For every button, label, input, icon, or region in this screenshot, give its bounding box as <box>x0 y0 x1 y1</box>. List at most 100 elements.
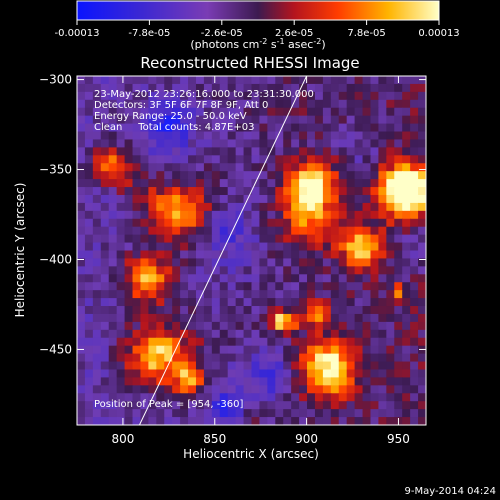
heatmap-cell <box>77 282 86 291</box>
heatmap-cell <box>307 290 316 299</box>
heatmap-cell <box>314 313 324 323</box>
heatmap-cell <box>362 345 372 355</box>
annotation-peak: Position of Peak = [954, -360] <box>94 399 243 410</box>
heatmap-cell <box>410 353 419 363</box>
heatmap-cell <box>378 210 387 220</box>
heatmap-cell <box>172 266 181 275</box>
heatmap-cell <box>378 99 387 109</box>
heatmap-cell <box>164 417 173 425</box>
heatmap-cell <box>211 139 221 148</box>
heatmap-cell <box>132 187 142 196</box>
heatmap-cell <box>370 83 380 93</box>
heatmap-cell <box>219 393 229 402</box>
heatmap-cell <box>132 250 142 260</box>
heatmap-cell <box>378 123 387 133</box>
heatmap-cell <box>251 187 261 196</box>
heatmap-cell <box>124 393 134 402</box>
heatmap-cell <box>235 401 245 410</box>
heatmap-cell <box>314 76 324 85</box>
heatmap-cell <box>148 187 157 196</box>
heatmap-cell <box>299 131 308 141</box>
heatmap-cell <box>283 131 292 141</box>
heatmap-cell <box>267 369 276 379</box>
heatmap-cell <box>291 76 300 85</box>
heatmap-cell <box>402 306 411 315</box>
heatmap-cell <box>418 409 426 418</box>
heatmap-cell <box>227 234 237 244</box>
heatmap-cell <box>140 361 149 371</box>
heatmap-cell <box>148 298 157 307</box>
heatmap-cell <box>267 163 276 172</box>
heatmap-cell <box>346 83 356 93</box>
heatmap-cell <box>235 361 245 371</box>
heatmap-cell <box>100 91 110 101</box>
heatmap-cell <box>180 218 189 228</box>
heatmap-cell <box>188 266 197 275</box>
heatmap-cell <box>354 123 364 133</box>
heatmap-cell <box>259 298 268 307</box>
heatmap-cell <box>235 290 245 299</box>
heatmap-cell <box>330 290 340 299</box>
heatmap-cell <box>362 171 372 180</box>
heatmap-cell <box>322 226 332 236</box>
heatmap-cell <box>330 274 340 283</box>
heatmap-cell <box>219 282 229 291</box>
heatmap-cell <box>394 321 403 331</box>
heatmap-cell <box>291 147 300 156</box>
heatmap-cell <box>180 250 189 260</box>
heatmap-cell <box>132 306 142 315</box>
heatmap-cell <box>132 345 142 355</box>
heatmap-cell <box>418 369 426 379</box>
heatmap-cell <box>116 377 126 386</box>
heatmap-cell <box>203 226 213 236</box>
y-tick-label: −300 <box>39 73 72 87</box>
heatmap-cell <box>84 139 94 148</box>
heatmap-cell <box>338 91 348 101</box>
heatmap-cell <box>267 91 276 101</box>
heatmap-cell <box>291 329 300 339</box>
heatmap-cell <box>394 409 403 418</box>
heatmap-cell <box>299 258 308 267</box>
heatmap-cell <box>259 163 268 172</box>
heatmap-cell <box>267 107 276 117</box>
heatmap-cell <box>100 234 110 244</box>
heatmap-cell <box>195 202 205 212</box>
heatmap-cell <box>132 409 142 418</box>
heatmap-cell <box>188 226 197 236</box>
heatmap-cell <box>394 234 403 244</box>
heatmap-cell <box>251 242 261 252</box>
heatmap-cell <box>338 313 348 323</box>
heatmap-cell <box>307 282 316 291</box>
heatmap-cell <box>203 123 213 133</box>
heatmap-cell <box>378 393 387 402</box>
heatmap-cell <box>116 226 126 236</box>
heatmap-cell <box>180 377 189 386</box>
heatmap-cell <box>84 131 94 141</box>
heatmap-cell <box>243 131 253 141</box>
heatmap-cell <box>362 393 372 402</box>
heatmap-cell <box>243 91 253 101</box>
heatmap-cell <box>164 377 173 386</box>
heatmap-cell <box>140 202 149 212</box>
heatmap-cell <box>275 115 284 125</box>
heatmap-cell <box>410 123 419 133</box>
heatmap-cell <box>386 369 395 379</box>
heatmap-cell <box>148 99 157 109</box>
heatmap-cell <box>100 306 110 315</box>
heatmap-cell <box>307 115 316 125</box>
heatmap-cell <box>386 321 395 331</box>
heatmap-cell <box>338 274 348 283</box>
heatmap-cell <box>211 202 221 212</box>
heatmap-cell <box>386 155 395 164</box>
heatmap-cell <box>386 131 395 141</box>
heatmap-cell <box>386 313 395 323</box>
heatmap-cell <box>227 409 237 418</box>
heatmap-cell <box>116 76 126 85</box>
heatmap-cell <box>378 306 387 315</box>
heatmap-cell <box>180 234 189 244</box>
heatmap-cell <box>140 290 149 299</box>
heatmap-cell <box>354 139 364 148</box>
heatmap-cell <box>172 361 181 371</box>
heatmap-cell <box>108 202 118 212</box>
heatmap-cell <box>378 258 387 267</box>
